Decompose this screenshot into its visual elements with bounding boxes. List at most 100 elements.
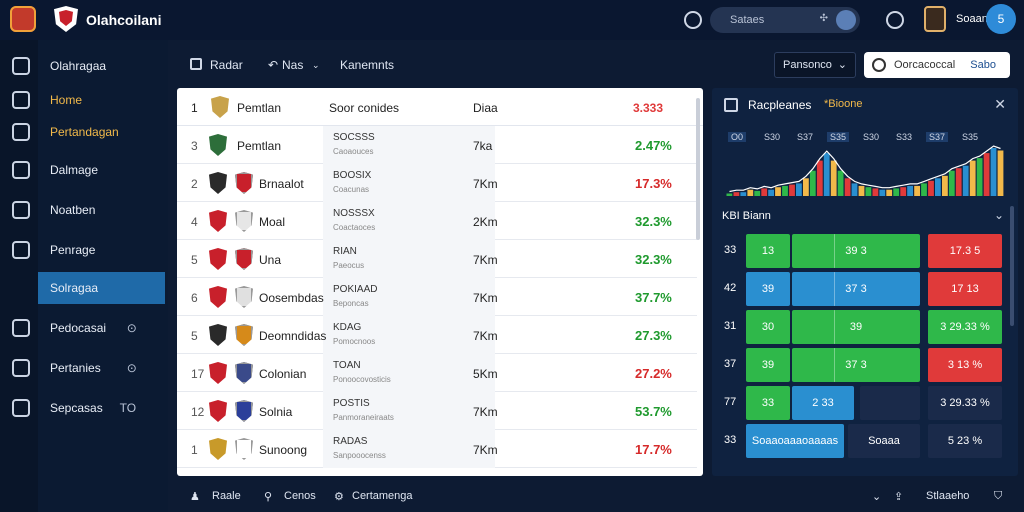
odds-cell[interactable]: 3 13 % [928,348,1002,382]
tab-nas-icon-chevron[interactable]: ↶ [268,58,279,72]
avatar[interactable] [924,6,946,32]
table-row[interactable]: 17 Colonian TOAN Ponoocovosticis 5Km 27.2% [177,354,697,392]
search-input[interactable]: Sataes ✣ [710,7,860,33]
sidebar-rail [0,40,38,512]
chart-bar [789,184,795,196]
odds-row: 31 30 39 3 29.33 % [722,310,1012,344]
table-row[interactable]: 4 Moal NOSSSX Coactaoces 2Km 32.3% [177,202,697,240]
table-scrollbar[interactable] [696,98,700,240]
chart-bar [942,175,948,196]
odds-row: 33 Soaaoaaaoaaaas Soaaa 5 23 % [722,424,1012,458]
odds-cell[interactable]: 3 29.33 % [928,386,1002,420]
tab-nas[interactable]: Nas [282,58,304,72]
rank-cell: 2 [191,177,198,191]
sidebar-item-label: Pedocasai [50,321,107,335]
chevron-down-icon[interactable]: ⌄ [993,208,1004,222]
odds-cell[interactable]: 13 [746,234,790,268]
sidebar-item-label: Noatben [50,203,96,217]
match-time: 5Km [473,367,498,381]
table-row[interactable]: 5 Una RIAN Paeocus 7Km 32.3% [177,240,697,278]
odds-cell[interactable]: 3 29.33 % [928,310,1002,344]
match-meta: Coacunas [333,185,370,194]
sidebar-item-home[interactable]: Home [0,84,168,116]
match-meta: Beponcas [333,299,369,308]
sidebar-item-pertanies[interactable]: Pertanies ⊙ [0,352,168,384]
chart-bar [858,185,865,196]
odds-cell[interactable]: Soaaoaaaoaaaas [746,424,844,458]
chart-bar [809,170,816,196]
rank-cell: 17 [191,367,205,381]
sidebar-item-label: Sepcasas [50,401,103,415]
odds-cell[interactable]: Soaaa [848,424,920,458]
table-row[interactable]: 12 Solnia POSTIS Panmoraneiraats 7Km 53.7% [177,392,697,430]
tab-radar[interactable]: Radar [210,58,243,72]
sidebar-item-olahragaa[interactable]: Olahragaa [0,50,168,82]
odds-cell[interactable]: 39 [746,272,790,306]
chart-bar [907,185,913,196]
chart-bar [761,188,768,196]
sidebar-item-solragaa[interactable]: Solragaa [38,272,165,304]
sidebar-item-extra: ⊙ [126,361,137,375]
save-button[interactable]: Sabo [970,59,996,71]
sidebar-item-noatben[interactable]: Noatben [0,194,168,226]
bottom-item-raale[interactable]: Raale [212,490,241,502]
panel-scrollbar[interactable] [1010,206,1014,326]
search-go-button[interactable] [836,10,856,30]
edit-icon[interactable] [190,58,202,70]
odds-cell[interactable]: 17.3 5 [928,234,1002,268]
chart-bar [962,165,969,196]
bottom-item-cenos[interactable]: Cenos [284,490,316,502]
odds-cell[interactable]: 30 [746,310,790,344]
sidebar-item-dalmage[interactable]: Dalmage [0,154,168,186]
filter-pill[interactable]: Oorcacoccal Sabo [864,52,1010,78]
bottom-item-certamenga[interactable]: Certamenga [352,490,413,502]
odds-cell[interactable]: 37 3 [792,272,920,306]
odds-cell[interactable]: 39 [792,310,920,344]
arrow-icon [12,319,30,337]
user-badge[interactable]: 5 [986,4,1016,34]
sidebar-item-sepcasas[interactable]: Sepcasas TO [0,392,168,424]
sidebar-item-pertandagan[interactable]: Pertandagan [0,116,168,148]
match-meta: Panmoraneiraats [333,413,394,422]
odds-cell[interactable]: 33 [746,386,790,420]
chevron-down-icon[interactable]: ⌄ [312,60,320,70]
home-crest-icon [209,248,227,270]
odds-cell[interactable]: 5 23 % [928,424,1002,458]
table-row[interactable]: 5 Deomndidas KDAG Pomocnoos 7Km 27.3% [177,316,697,354]
share-icon[interactable]: ⇪ [894,491,904,503]
top-bar: Olahcoilani Sataes ✣ Soaans 5 [0,0,1024,40]
table-row[interactable]: 6 Oosembdas POKIAAD Beponcas 7Km 37.7% [177,278,697,316]
chart-bar [796,183,802,196]
match-time: 7Km [473,291,498,305]
away-crest-icon [235,210,253,232]
team-name: Solnia [259,405,293,419]
odds-cell[interactable] [860,386,920,420]
close-icon[interactable]: ✕ [994,96,1006,112]
info-icon[interactable] [886,11,904,29]
odds-cell[interactable]: 17 13 [928,272,1002,306]
globe-icon[interactable] [684,11,702,29]
shield-icon[interactable]: ⛉ [994,490,1003,502]
settings-icon[interactable]: ⚙ [334,491,344,503]
sidebar-item-pedocasai[interactable]: Pedocasai ⊙ [0,312,168,344]
ball-icon[interactable]: ♟ [190,491,200,503]
odds-cell[interactable]: 2 33 [792,386,854,420]
match-code: NOSSSX [333,208,375,219]
chevron-down-icon[interactable]: ⌄ [872,491,882,503]
tab-kanemnts[interactable]: Kanemnts [340,58,395,72]
chart-bar [955,168,962,196]
odds-cell[interactable]: 39 3 [792,234,920,268]
match-info-cell [323,430,495,468]
odds-cell[interactable]: 39 [746,348,790,382]
sidebar-item-label: Penrage [50,243,96,257]
match-time: 7Km [473,405,498,419]
table-row[interactable]: 2 Brnaalot BOOSIX Coacunas 7Km 17.3% [177,164,697,202]
sort-dropdown[interactable]: Pansonco ⌄ [774,52,856,78]
app-logo-icon[interactable] [10,6,36,32]
table-row[interactable]: 3 Pemtlan SOCSSS Caoaouces 7ka 2.47% [177,126,697,164]
pin-icon[interactable]: ⚲ [264,491,273,503]
table-row[interactable]: 1 Sunoong RADAS Sanpooocenss 7Km 17.7% [177,430,697,468]
team-name: Sunoong [259,443,308,457]
odds-cell[interactable]: 37 3 [792,348,920,382]
sidebar-item-penrage[interactable]: Penrage [0,234,168,266]
